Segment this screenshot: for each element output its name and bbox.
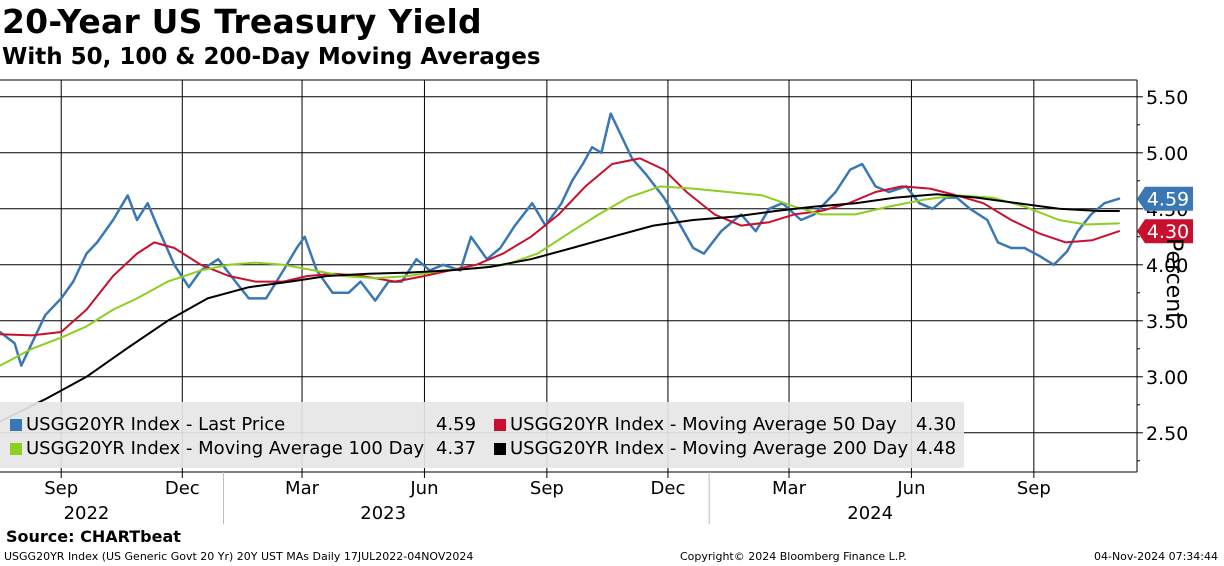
y-tick-label: 3.50 <box>1146 311 1188 333</box>
series-lines <box>0 112 1121 423</box>
series-line-ma50 <box>0 157 1120 337</box>
legend-label-ma50: USGG20YR Index - Moving Average 50 Day <box>510 414 897 435</box>
legend-item-last-price: USGG20YR Index - Last Price <box>10 414 285 436</box>
footer-copyright: Copyright© 2024 Bloomberg Finance L.P. <box>680 550 907 563</box>
last-value-tag-last-price: 4.59 <box>1137 186 1193 211</box>
y-tick-label: 2.50 <box>1146 423 1188 445</box>
legend-label-ma100: USGG20YR Index - Moving Average 100 Day <box>26 438 425 459</box>
tag-shape <box>1137 186 1193 211</box>
x-tick-label: Sep <box>44 478 78 499</box>
tag-shape <box>1137 219 1193 244</box>
last-value-tag-ma50: 4.30 <box>1137 219 1193 244</box>
legend-label-last-price: USGG20YR Index - Last Price <box>26 414 286 435</box>
x-tick-label: Dec <box>651 478 686 499</box>
x-tick-label: Mar <box>772 478 807 499</box>
legend-label-ma200: USGG20YR Index - Moving Average 200 Day <box>510 438 909 459</box>
source-label: Source: CHARTbeat <box>6 527 181 546</box>
y-tick-label: 5.00 <box>1146 143 1188 165</box>
x-tick-label: Sep <box>530 478 564 499</box>
legend-value-last-price: 4.59 <box>436 414 477 435</box>
legend-item-ma200: USGG20YR Index - Moving Average 200 Day <box>494 438 908 460</box>
series-line-ma100 <box>0 185 1120 367</box>
x-tick-label: Jun <box>409 478 438 499</box>
legend-value-ma100: 4.37 <box>436 438 477 459</box>
legend-swatch-ma100 <box>10 443 22 455</box>
chart-title: 20-Year US Treasury Yield <box>2 2 482 41</box>
x-tick-label: Sep <box>1017 478 1051 499</box>
chart-subtitle: With 50, 100 & 200-Day Moving Averages <box>2 44 541 70</box>
series-line-last-price <box>0 112 1121 367</box>
year-label: 2022 <box>64 503 110 524</box>
x-tick-label: Dec <box>165 478 200 499</box>
legend-value-ma200: 4.48 <box>916 438 957 459</box>
y-axis-label: Percent <box>1161 238 1186 321</box>
legend-swatch-ma200 <box>494 443 506 455</box>
legend-item-ma100: USGG20YR Index - Moving Average 100 Day <box>10 438 424 460</box>
footer-timestamp: 04-Nov-2024 07:34:44 <box>1093 550 1218 563</box>
tag-label: 4.59 <box>1147 189 1189 211</box>
x-tick-label: Jun <box>896 478 925 499</box>
year-label: 2024 <box>847 503 893 524</box>
legend-value-ma50: 4.30 <box>916 414 957 435</box>
year-label: 2023 <box>360 503 406 524</box>
series-line-ma200 <box>0 193 1120 423</box>
y-tick-label: 4.00 <box>1146 255 1188 277</box>
x-tick-label: Mar <box>285 478 320 499</box>
legend: USGG20YR Index - Last Price 4.59 USGG20Y… <box>0 402 964 468</box>
y-tick-label: 3.00 <box>1146 367 1188 389</box>
footer-description: USGG20YR Index (US Generic Govt 20 Yr) 2… <box>4 550 474 563</box>
last-value-tags: 4.59 4.30 <box>1137 186 1193 244</box>
legend-item-ma50: USGG20YR Index - Moving Average 50 Day <box>494 414 897 436</box>
tag-label: 4.30 <box>1147 221 1189 243</box>
legend-swatch-last-price <box>10 419 22 431</box>
legend-swatch-ma50 <box>494 419 506 431</box>
y-tick-label: 5.50 <box>1146 87 1188 109</box>
